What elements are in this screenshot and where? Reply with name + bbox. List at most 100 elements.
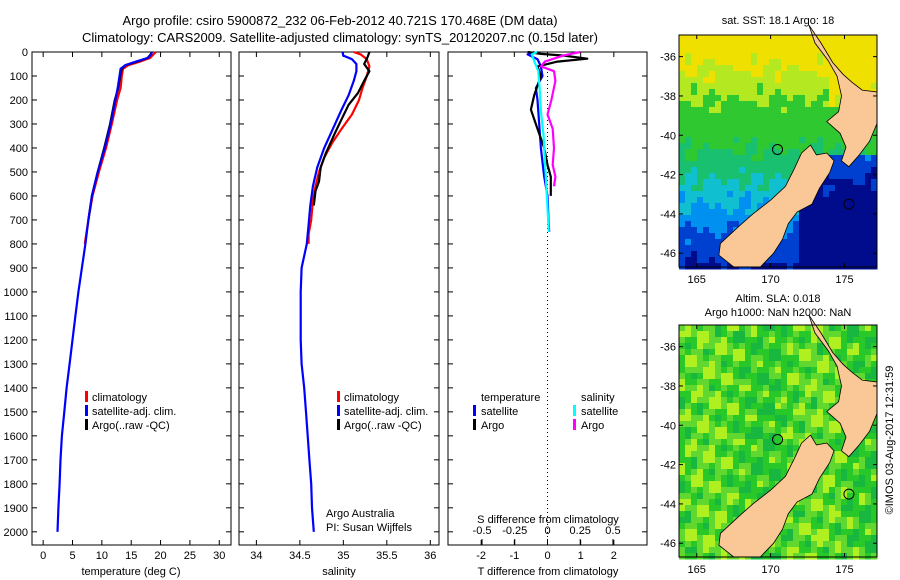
map-cell xyxy=(727,415,734,422)
map-cell xyxy=(787,331,794,338)
map-cell xyxy=(829,385,836,392)
map-cell xyxy=(691,433,698,440)
map-cell xyxy=(757,101,764,108)
map-cell xyxy=(859,209,866,216)
map-cell xyxy=(841,221,848,228)
map-cell xyxy=(823,517,830,524)
s-tick-label: -0.5 xyxy=(473,525,492,537)
map-cell xyxy=(871,47,878,54)
map-cell xyxy=(751,107,758,114)
map-cell xyxy=(757,167,764,174)
map-cell xyxy=(871,547,878,554)
map-cell xyxy=(733,421,740,428)
map-cell xyxy=(859,239,866,246)
map-cell xyxy=(799,547,806,554)
map-cell xyxy=(751,421,758,428)
map-cell xyxy=(799,95,806,102)
map-cell xyxy=(793,119,800,126)
map-cell xyxy=(685,427,692,434)
map-cell xyxy=(781,59,788,66)
map-cell xyxy=(727,385,734,392)
map-cell xyxy=(739,35,746,42)
map-cell xyxy=(703,343,710,350)
map-cell xyxy=(691,239,698,246)
map-cell xyxy=(733,59,740,66)
map-cell xyxy=(709,535,716,542)
map-cell xyxy=(781,463,788,470)
map-cell xyxy=(745,167,752,174)
map-cell xyxy=(763,41,770,48)
map-cell xyxy=(679,433,686,440)
map-cell xyxy=(835,427,842,434)
map-cell xyxy=(823,481,830,488)
map-cell xyxy=(811,83,818,90)
map-cell xyxy=(745,71,752,78)
map-cell xyxy=(727,107,734,114)
map-cell xyxy=(727,433,734,440)
map-cell xyxy=(709,355,716,362)
map-cell xyxy=(703,155,710,162)
map-cell xyxy=(775,89,782,96)
map-cell xyxy=(697,385,704,392)
map-cell xyxy=(829,209,836,216)
map-cell xyxy=(691,325,698,332)
map-cell xyxy=(823,415,830,422)
map-cell xyxy=(805,427,812,434)
map-cell xyxy=(829,373,836,380)
map-cell xyxy=(775,355,782,362)
map-cell xyxy=(703,131,710,138)
map-cell xyxy=(745,415,752,422)
map-cell xyxy=(691,481,698,488)
map-cell xyxy=(691,101,698,108)
map-cell xyxy=(745,53,752,60)
map-cell xyxy=(739,203,746,210)
map-cell xyxy=(817,367,824,374)
legend-title-temperature: temperature xyxy=(481,392,540,404)
map-cell xyxy=(721,337,728,344)
map-cell xyxy=(727,161,734,168)
map-cell xyxy=(775,41,782,48)
map-cell xyxy=(709,505,716,512)
map-cell xyxy=(703,553,710,560)
map-cell xyxy=(865,361,872,368)
lat-tick-label: -38 xyxy=(660,91,676,103)
map-cell xyxy=(811,493,818,500)
map-cell xyxy=(751,325,758,332)
map-cell xyxy=(697,475,704,482)
map-cell xyxy=(793,391,800,398)
map-cell xyxy=(769,397,776,404)
map-cell xyxy=(763,337,770,344)
map-cell xyxy=(769,391,776,398)
map-cell xyxy=(715,397,722,404)
map-cell xyxy=(763,361,770,368)
map-cell xyxy=(787,41,794,48)
x-tick-label: 35 xyxy=(337,550,349,562)
map-cell xyxy=(823,331,830,338)
map-cell xyxy=(775,379,782,386)
map-cell xyxy=(775,331,782,338)
map-cell xyxy=(751,197,758,204)
map-cell xyxy=(811,535,818,542)
map-cell xyxy=(733,95,740,102)
map-cell xyxy=(697,367,704,374)
map-cell xyxy=(685,161,692,168)
map-cell xyxy=(793,343,800,350)
map-cell xyxy=(829,505,836,512)
map-cell xyxy=(727,481,734,488)
map-cell xyxy=(817,71,824,78)
map-cell xyxy=(787,415,794,422)
map-cell xyxy=(799,41,806,48)
map-cell xyxy=(823,511,830,518)
map-cell xyxy=(715,233,722,240)
map-cell xyxy=(787,143,794,150)
y-tick-label: 500 xyxy=(10,167,28,179)
map-cell xyxy=(709,227,716,234)
map-cell xyxy=(757,131,764,138)
map-cell xyxy=(679,457,686,464)
legend-swatch-climatology xyxy=(85,391,88,402)
map-cell xyxy=(679,83,686,90)
y-tick-label: 1400 xyxy=(4,383,28,395)
series-satellite-adj-clim- xyxy=(56,51,153,532)
map-cell xyxy=(679,71,686,78)
map-cell xyxy=(847,535,854,542)
